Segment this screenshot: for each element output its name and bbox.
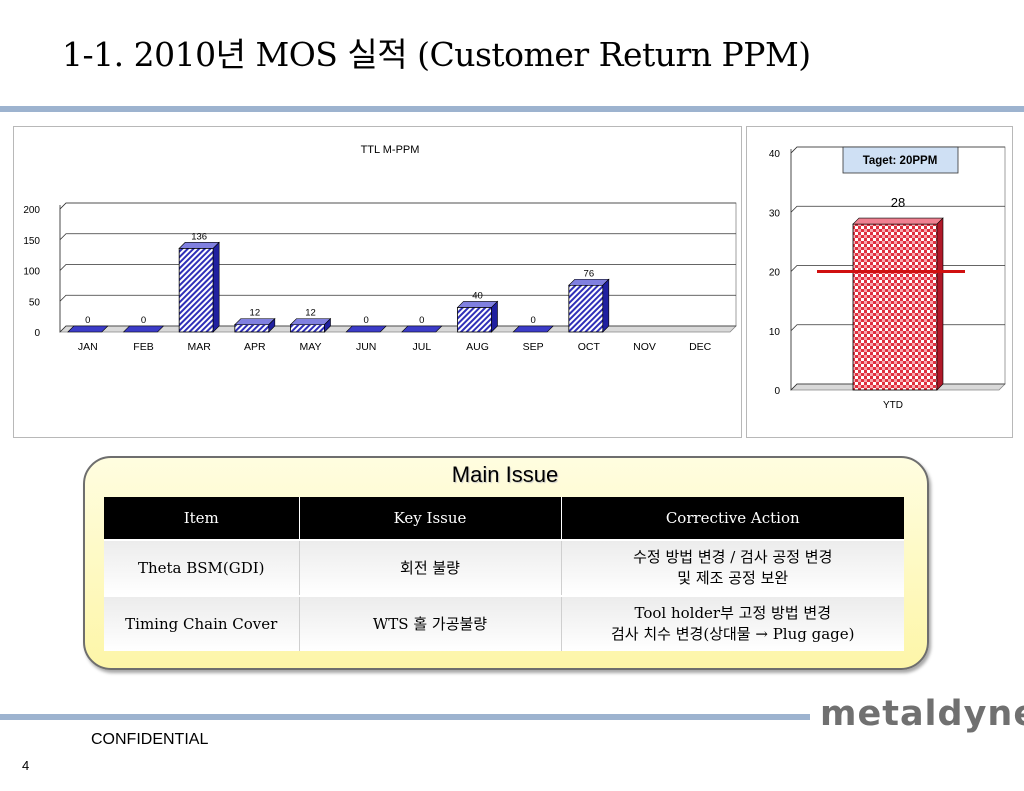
gridline (59, 325, 736, 333)
page-number: 4 (22, 758, 30, 773)
main-issue-table: Item Key Issue Corrective Action Theta B… (104, 497, 904, 651)
bar (401, 325, 443, 333)
y-tick-label: 150 (23, 236, 40, 247)
table-row: Theta BSM(GDI) 회전 불량 수정 방법 변경 / 검사 공정 변경… (104, 539, 904, 596)
bar (568, 284, 604, 333)
action-line-1: Tool holder부 고정 방법 변경 (634, 604, 831, 622)
data-label: 0 (531, 315, 536, 326)
gridline (790, 205, 1005, 213)
data-label: 76 (584, 268, 595, 279)
bar-top (178, 242, 220, 249)
target-legend-box (842, 146, 959, 174)
action-line-2: 검사 치수 변경(상대물 → Plug gage) (611, 625, 855, 643)
data-label: 28 (891, 195, 905, 210)
action-line-1: 수정 방법 변경 / 검사 공정 변경 (633, 548, 833, 566)
x-tick-label: SEP (523, 341, 544, 353)
bar (67, 325, 109, 333)
bar (122, 325, 165, 333)
bar-top (568, 278, 610, 286)
y-tick-label: 30 (769, 208, 781, 219)
plot-area (59, 202, 737, 333)
bar (178, 247, 214, 333)
y-tick-label: 100 (23, 267, 40, 278)
ytd-ppm-chart-panel: 0 10 20 30 40 28 Taget: 20PPM YTD (746, 126, 1013, 438)
data-label: 0 (419, 315, 424, 326)
data-label: 12 (250, 308, 261, 319)
data-label: 0 (85, 315, 90, 326)
chart-title: TTL M-PPM (361, 144, 420, 156)
confidential-label: CONFIDENTIAL (91, 731, 209, 748)
bar-top (852, 217, 944, 225)
data-label: 0 (364, 315, 369, 326)
ytd-ppm-chart: 0 10 20 30 40 28 Taget: 20PPM YTD (769, 146, 1006, 411)
y-tick-label: 40 (769, 149, 781, 160)
row-key-issue: WTS 홀 가공불량 (299, 595, 562, 651)
data-label: 0 (141, 315, 146, 326)
y-tick-label: 0 (34, 328, 40, 339)
target-label: Taget: 20PPM (863, 155, 938, 167)
main-issue-title: Main Issue (451, 462, 559, 487)
row-item: Timing Chain Cover (104, 595, 300, 651)
bar (345, 325, 387, 333)
x-tick-label: DEC (689, 341, 712, 353)
gridline (59, 233, 736, 241)
x-tick-label: JAN (78, 341, 98, 353)
x-tick-label: OCT (578, 341, 601, 353)
x-tick-label: JUN (356, 341, 376, 353)
x-tick-label: YTD (883, 400, 903, 411)
bar-side (602, 278, 610, 333)
y-tick-label: 10 (769, 327, 781, 338)
x-tick-label: APR (244, 341, 266, 353)
bar-side (324, 317, 331, 333)
bar-side (936, 217, 944, 391)
gridline (59, 264, 736, 271)
data-label: 12 (305, 308, 316, 319)
row-corrective-action: 수정 방법 변경 / 검사 공정 변경 및 제조 공정 보완 (561, 539, 904, 596)
gridline (59, 294, 736, 302)
data-label: 136 (191, 231, 207, 242)
bar-top (234, 318, 276, 325)
y-tick-label: 50 (29, 297, 41, 308)
x-tick-label: MAR (187, 341, 211, 353)
gridline (59, 202, 736, 210)
title-divider (0, 106, 1024, 112)
header-key-issue: Key Issue (299, 497, 562, 540)
bar (512, 325, 554, 333)
bar (234, 324, 270, 333)
x-tick-label: FEB (133, 341, 153, 353)
table-header-row: Item Key Issue Corrective Action (104, 497, 904, 540)
bar (457, 306, 492, 333)
y-tick-label: 0 (774, 386, 780, 397)
bar-side (491, 300, 498, 333)
metaldyne-logo: metaldyne (820, 694, 1024, 734)
bar-top (289, 318, 332, 325)
x-tick-label: AUG (466, 341, 489, 353)
bar (290, 324, 325, 333)
y-tick-label: 200 (23, 205, 40, 216)
action-line-2: 및 제조 공정 보완 (677, 569, 789, 587)
monthly-ppm-chart: TTL M-PPM 0 50 100 150 200 JAN 0 FEB 0 MAR 136 APR 12… (23, 144, 737, 353)
row-item: Theta BSM(GDI) (104, 539, 300, 596)
page-title: 1-1. 2010년 MOS 실적 (Customer Return PPM) (62, 35, 811, 74)
bar (852, 223, 938, 391)
x-tick-label: JUL (412, 341, 431, 353)
bar-side (268, 317, 276, 333)
row-key-issue: 회전 불량 (299, 539, 562, 596)
x-tick-label: NOV (633, 341, 656, 353)
y-tick-label: 20 (769, 268, 781, 279)
footer-divider (0, 714, 810, 720)
header-corrective-action: Corrective Action (561, 497, 904, 540)
bar-side (212, 241, 220, 333)
row-corrective-action: Tool holder부 고정 방법 변경 검사 치수 변경(상대물 → Plu… (561, 595, 904, 651)
bar-top (456, 301, 499, 308)
data-label: 40 (472, 290, 483, 301)
monthly-ppm-chart-panel: TTL M-PPM 0 50 100 150 200 JAN 0 FEB 0 MAR 136 APR 12… (13, 126, 742, 438)
header-item: Item (104, 497, 300, 540)
x-tick-label: MAY (300, 341, 322, 353)
table-row: Timing Chain Cover WTS 홀 가공불량 Tool holde… (104, 595, 904, 651)
